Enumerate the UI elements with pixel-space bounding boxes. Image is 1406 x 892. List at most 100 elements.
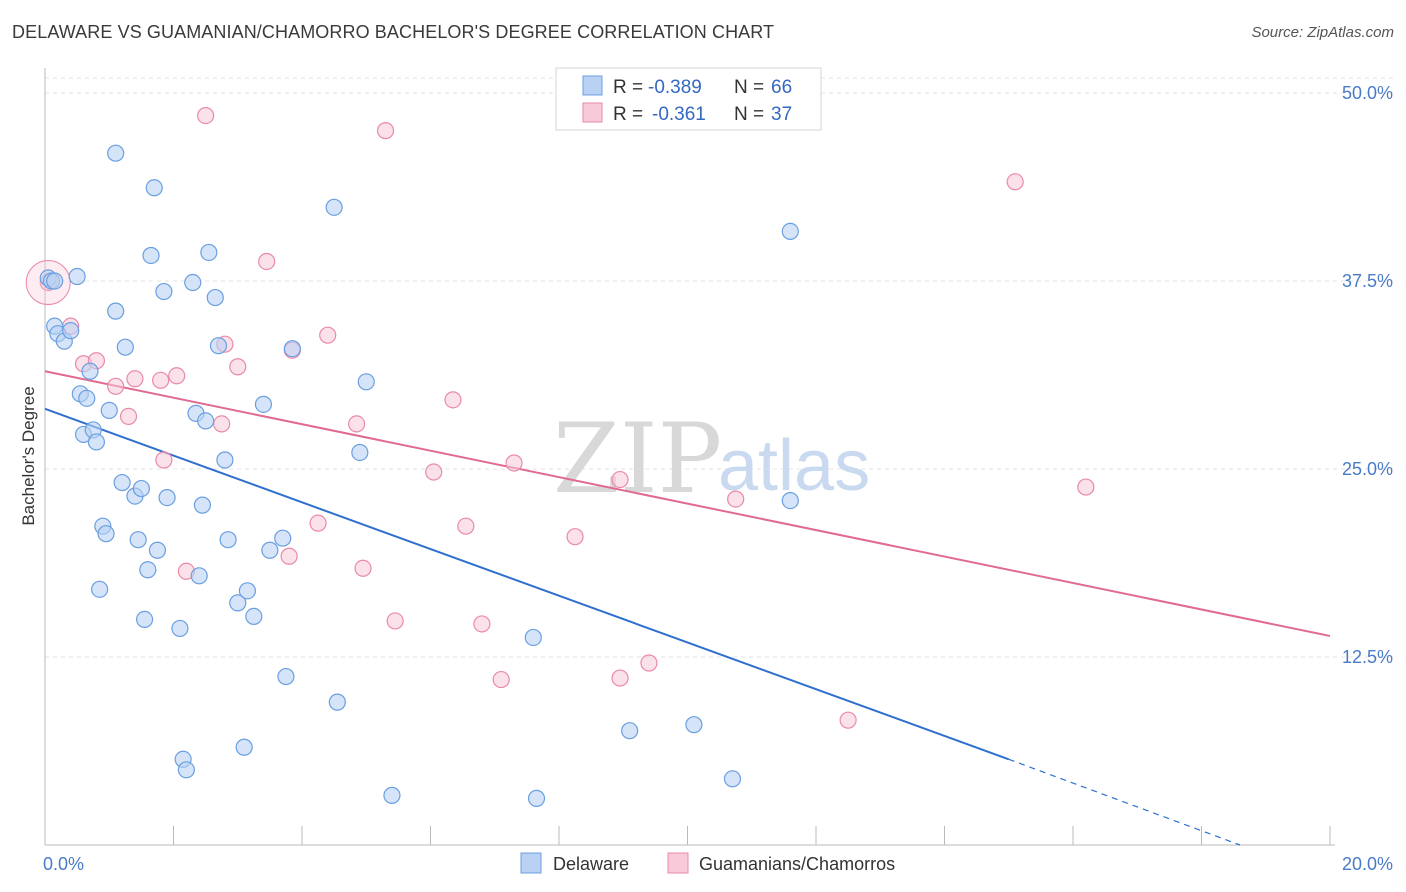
data-point-guam	[152, 371, 170, 389]
data-point-delaware	[190, 567, 208, 585]
data-point-delaware	[277, 667, 295, 686]
data-point-guam	[492, 670, 510, 689]
data-point-delaware	[524, 628, 542, 647]
data-point-delaware	[87, 433, 106, 451]
bottom-legend-delaware: Delaware	[553, 854, 629, 874]
data-point-guam	[425, 463, 443, 481]
watermark: ZIP atlas	[553, 403, 870, 515]
y-tick-label: 25.0%	[1342, 459, 1393, 479]
data-point-delaware	[113, 473, 131, 492]
chart-title: DELAWARE VS GUAMANIAN/CHAMORRO BACHELOR'…	[12, 22, 775, 42]
series-delaware-points	[39, 144, 799, 807]
trend-line-guam	[44, 370, 1331, 637]
data-point-guam	[197, 106, 215, 125]
data-point-guam	[505, 454, 523, 472]
trend-lines	[44, 370, 1331, 846]
data-point-delaware	[216, 451, 234, 469]
data-point-delaware	[245, 607, 263, 626]
trend-line-delaware	[44, 407, 1010, 761]
x-tick-label-min: 0.0%	[43, 854, 84, 874]
legend-r-label-2: R =	[613, 104, 643, 125]
data-point-guam	[839, 711, 857, 729]
data-point-guam	[107, 377, 125, 395]
data-point-delaware	[142, 246, 160, 265]
data-point-delaware	[685, 716, 703, 734]
legend-swatch-guam	[582, 102, 603, 123]
data-point-delaware	[78, 389, 96, 407]
data-point-delaware	[177, 761, 195, 779]
data-point-delaware	[206, 288, 224, 307]
data-point-guam	[473, 615, 491, 633]
data-point-delaware	[158, 488, 176, 507]
legend-r-value-2: -0.361	[652, 104, 706, 125]
y-tick-labels: 12.5% 25.0% 37.5% 50.0%	[1342, 83, 1393, 667]
data-point-guam	[566, 528, 584, 546]
y-tick-label: 37.5%	[1342, 271, 1393, 291]
bottom-legend: Delaware Guamanians/Chamorros	[520, 852, 895, 874]
data-point-guam	[126, 370, 144, 388]
data-point-delaware	[81, 362, 99, 380]
data-point-guam	[727, 490, 745, 508]
data-point-delaware	[46, 272, 64, 290]
data-point-delaware	[781, 492, 799, 510]
data-point-guam	[258, 252, 276, 271]
data-point-delaware	[254, 395, 273, 413]
data-point-delaware	[116, 338, 134, 356]
data-point-delaware	[91, 580, 109, 598]
data-point-guam	[280, 547, 298, 565]
y-tick-label: 12.5%	[1342, 647, 1393, 667]
x-tick-label-max: 20.0%	[1342, 854, 1393, 874]
data-point-delaware	[351, 443, 369, 462]
legend-n-value-2: 37	[771, 104, 792, 125]
data-point-delaware	[62, 322, 80, 340]
data-point-delaware	[129, 531, 147, 549]
data-point-guam	[1077, 478, 1095, 496]
data-point-delaware	[200, 243, 218, 262]
data-point-delaware	[107, 302, 125, 320]
data-point-guam	[640, 654, 658, 672]
data-point-delaware	[325, 198, 343, 216]
data-point-guam	[611, 470, 629, 489]
bottom-legend-swatch-guam	[667, 852, 689, 874]
data-point-guam	[348, 415, 366, 433]
data-point-delaware	[145, 179, 163, 197]
data-point-delaware	[527, 789, 546, 807]
data-point-delaware	[135, 610, 154, 629]
legend-n-label-1: N =	[734, 77, 764, 98]
data-point-delaware	[229, 594, 247, 612]
data-point-guam	[319, 326, 337, 344]
data-point-guam	[168, 367, 186, 385]
data-point-guam	[119, 407, 138, 425]
data-point-guam	[457, 517, 475, 535]
bottom-legend-guam: Guamanians/Chamorros	[699, 854, 895, 874]
source-label: Source: ZipAtlas.com	[1251, 24, 1394, 41]
data-point-delaware	[357, 373, 375, 391]
data-point-guam	[229, 358, 247, 376]
watermark-zip: ZIP	[553, 403, 722, 515]
data-point-guam	[376, 122, 395, 140]
legend-box: R = -0.389 N = 66 R = -0.361 N = 37	[555, 67, 822, 131]
legend-n-label-2: N =	[734, 104, 764, 125]
y-tick-label: 50.0%	[1342, 83, 1393, 103]
data-point-delaware	[328, 693, 346, 711]
data-point-delaware	[193, 496, 212, 514]
data-point-delaware	[100, 401, 118, 419]
data-point-guam	[444, 391, 462, 409]
data-point-delaware	[148, 541, 167, 559]
data-point-guam	[354, 559, 372, 577]
data-point-guam	[309, 514, 327, 532]
data-point-guam	[611, 669, 629, 687]
watermark-atlas: atlas	[718, 426, 870, 506]
legend-r-value-1: -0.389	[648, 77, 702, 98]
data-point-guam	[386, 612, 404, 630]
data-point-delaware	[723, 770, 742, 788]
axes	[44, 68, 1335, 846]
data-point-delaware	[132, 479, 150, 498]
data-point-delaware	[139, 561, 157, 579]
x-ticks	[44, 826, 1331, 845]
data-point-delaware	[261, 541, 279, 559]
trend-line-delaware-extension	[1008, 758, 1241, 846]
data-point-delaware	[197, 412, 215, 430]
legend-n-value-1: 66	[771, 77, 792, 98]
